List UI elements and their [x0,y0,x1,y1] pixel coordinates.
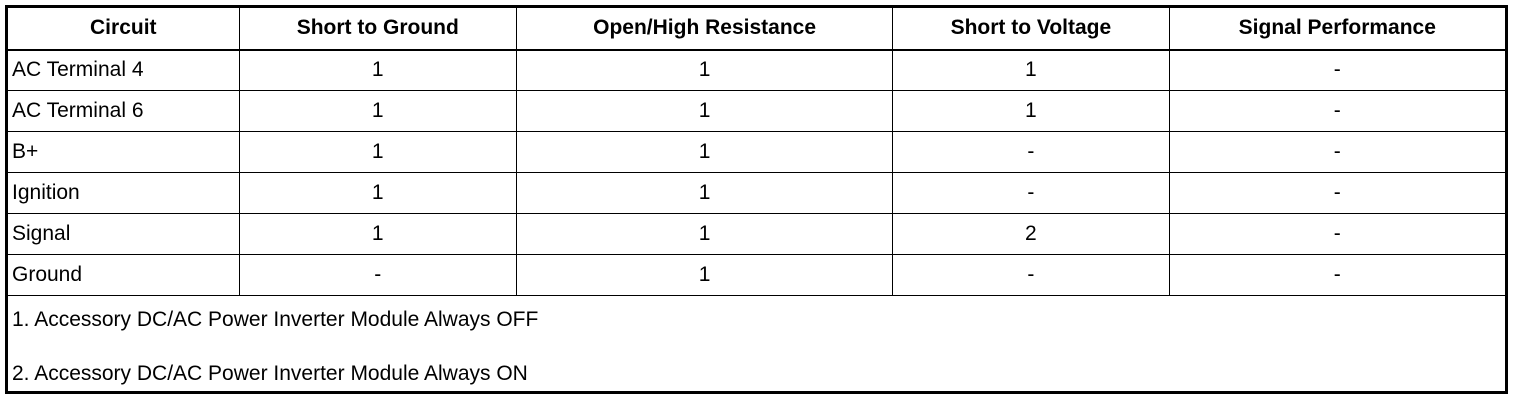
table-cell: 1 [238,172,517,214]
circuit-name-cell: Ignition [6,172,240,214]
circuit-name-cell: Signal [6,213,240,255]
table-row: Ignition 1 1- - [6,172,1508,214]
table-cell: 1 [238,213,517,255]
notes: 1. Accessory DC/AC Power Inverter Module… [12,296,1501,387]
header-row: Circuit Short to Ground Open/High Resist… [6,6,1508,51]
circuit-name-cell: Ground [6,254,240,296]
table-cell: 1 [515,131,894,173]
table-cell: - [892,131,1170,173]
table-row: Ground -1- - [6,254,1508,296]
table-cell: 1 [515,172,894,214]
table-cell: - [892,254,1170,296]
table-cell: 1 [238,90,517,132]
note-2: 2. Accessory DC/AC Power Inverter Module… [12,362,528,385]
table-cell: - [1168,90,1508,132]
circuit-name-cell: AC Terminal 6 [6,90,240,132]
header-circuit: Circuit [6,6,240,51]
table-cell: - [1168,49,1508,91]
table-cell: 2 [892,213,1170,255]
table-cell: - [892,172,1170,214]
header-short-to-ground: Short to Ground [238,6,517,51]
table-cell: - [1168,131,1508,173]
table-cell: - [1168,213,1508,255]
table-cell: 1 [892,49,1170,91]
table-cell: 1 [515,254,894,296]
circuit-name-cell: AC Terminal 4 [6,49,240,91]
circuit-name-cell: B+ [6,131,240,173]
table-cell: - [1168,172,1508,214]
header-short-to-voltage: Short to Voltage [892,6,1170,51]
table-cell: 1 [515,90,894,132]
circuit-fault-table: Circuit Short to Ground Open/High Resist… [5,5,1508,394]
table-cell: 1 [892,90,1170,132]
notes-row: 1. Accessory DC/AC Power Inverter Module… [6,295,1507,393]
table-row: B+ 1 1- - [6,131,1508,173]
table-cell: - [1168,254,1508,296]
header-signal-performance: Signal Performance [1168,6,1508,51]
table-cell: 1 [515,49,894,91]
table-cell: 1 [515,213,894,255]
table-row: Signal 1 1 2- [6,213,1508,255]
table-cell: 1 [238,131,517,173]
table-cell: 1 [238,49,517,91]
header-open-high-resistance: Open/High Resistance [515,6,894,51]
table-cell: - [238,254,517,296]
note-1: 1. Accessory DC/AC Power Inverter Module… [12,308,539,331]
